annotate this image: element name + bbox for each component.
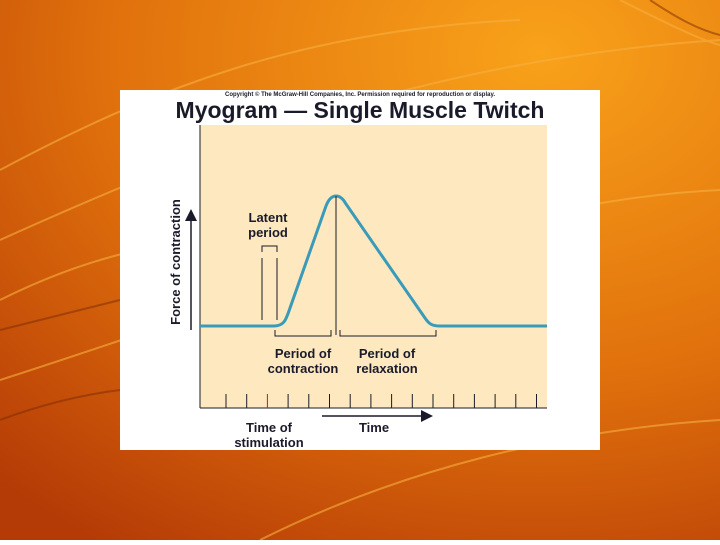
label-line: Period of bbox=[275, 346, 332, 361]
copyright: Copyright © The McGraw-Hill Companies, I… bbox=[225, 91, 495, 98]
period-contraction-label: Period of contraction bbox=[268, 346, 339, 376]
title: Myogram — Single Muscle Twitch bbox=[176, 97, 545, 123]
plot-area bbox=[200, 125, 547, 408]
decor-dark bbox=[0, 0, 720, 421]
time-label: Time bbox=[359, 420, 389, 435]
label-line: period bbox=[248, 225, 288, 240]
label-line: Period of bbox=[359, 346, 416, 361]
label-line: Time of bbox=[246, 420, 293, 435]
y-axis-label: Force of contraction bbox=[168, 199, 183, 325]
label-line: contraction bbox=[268, 361, 339, 376]
latent-period-label: Latent period bbox=[248, 210, 288, 240]
time-stimulation-label: Time of stimulation bbox=[234, 420, 303, 450]
label-line: Latent bbox=[249, 210, 289, 225]
label-line: stimulation bbox=[234, 435, 303, 450]
brackets bbox=[261, 196, 437, 337]
time-ticks bbox=[225, 394, 537, 408]
period-relaxation-label: Period of relaxation bbox=[356, 346, 417, 376]
label-line: relaxation bbox=[356, 361, 417, 376]
